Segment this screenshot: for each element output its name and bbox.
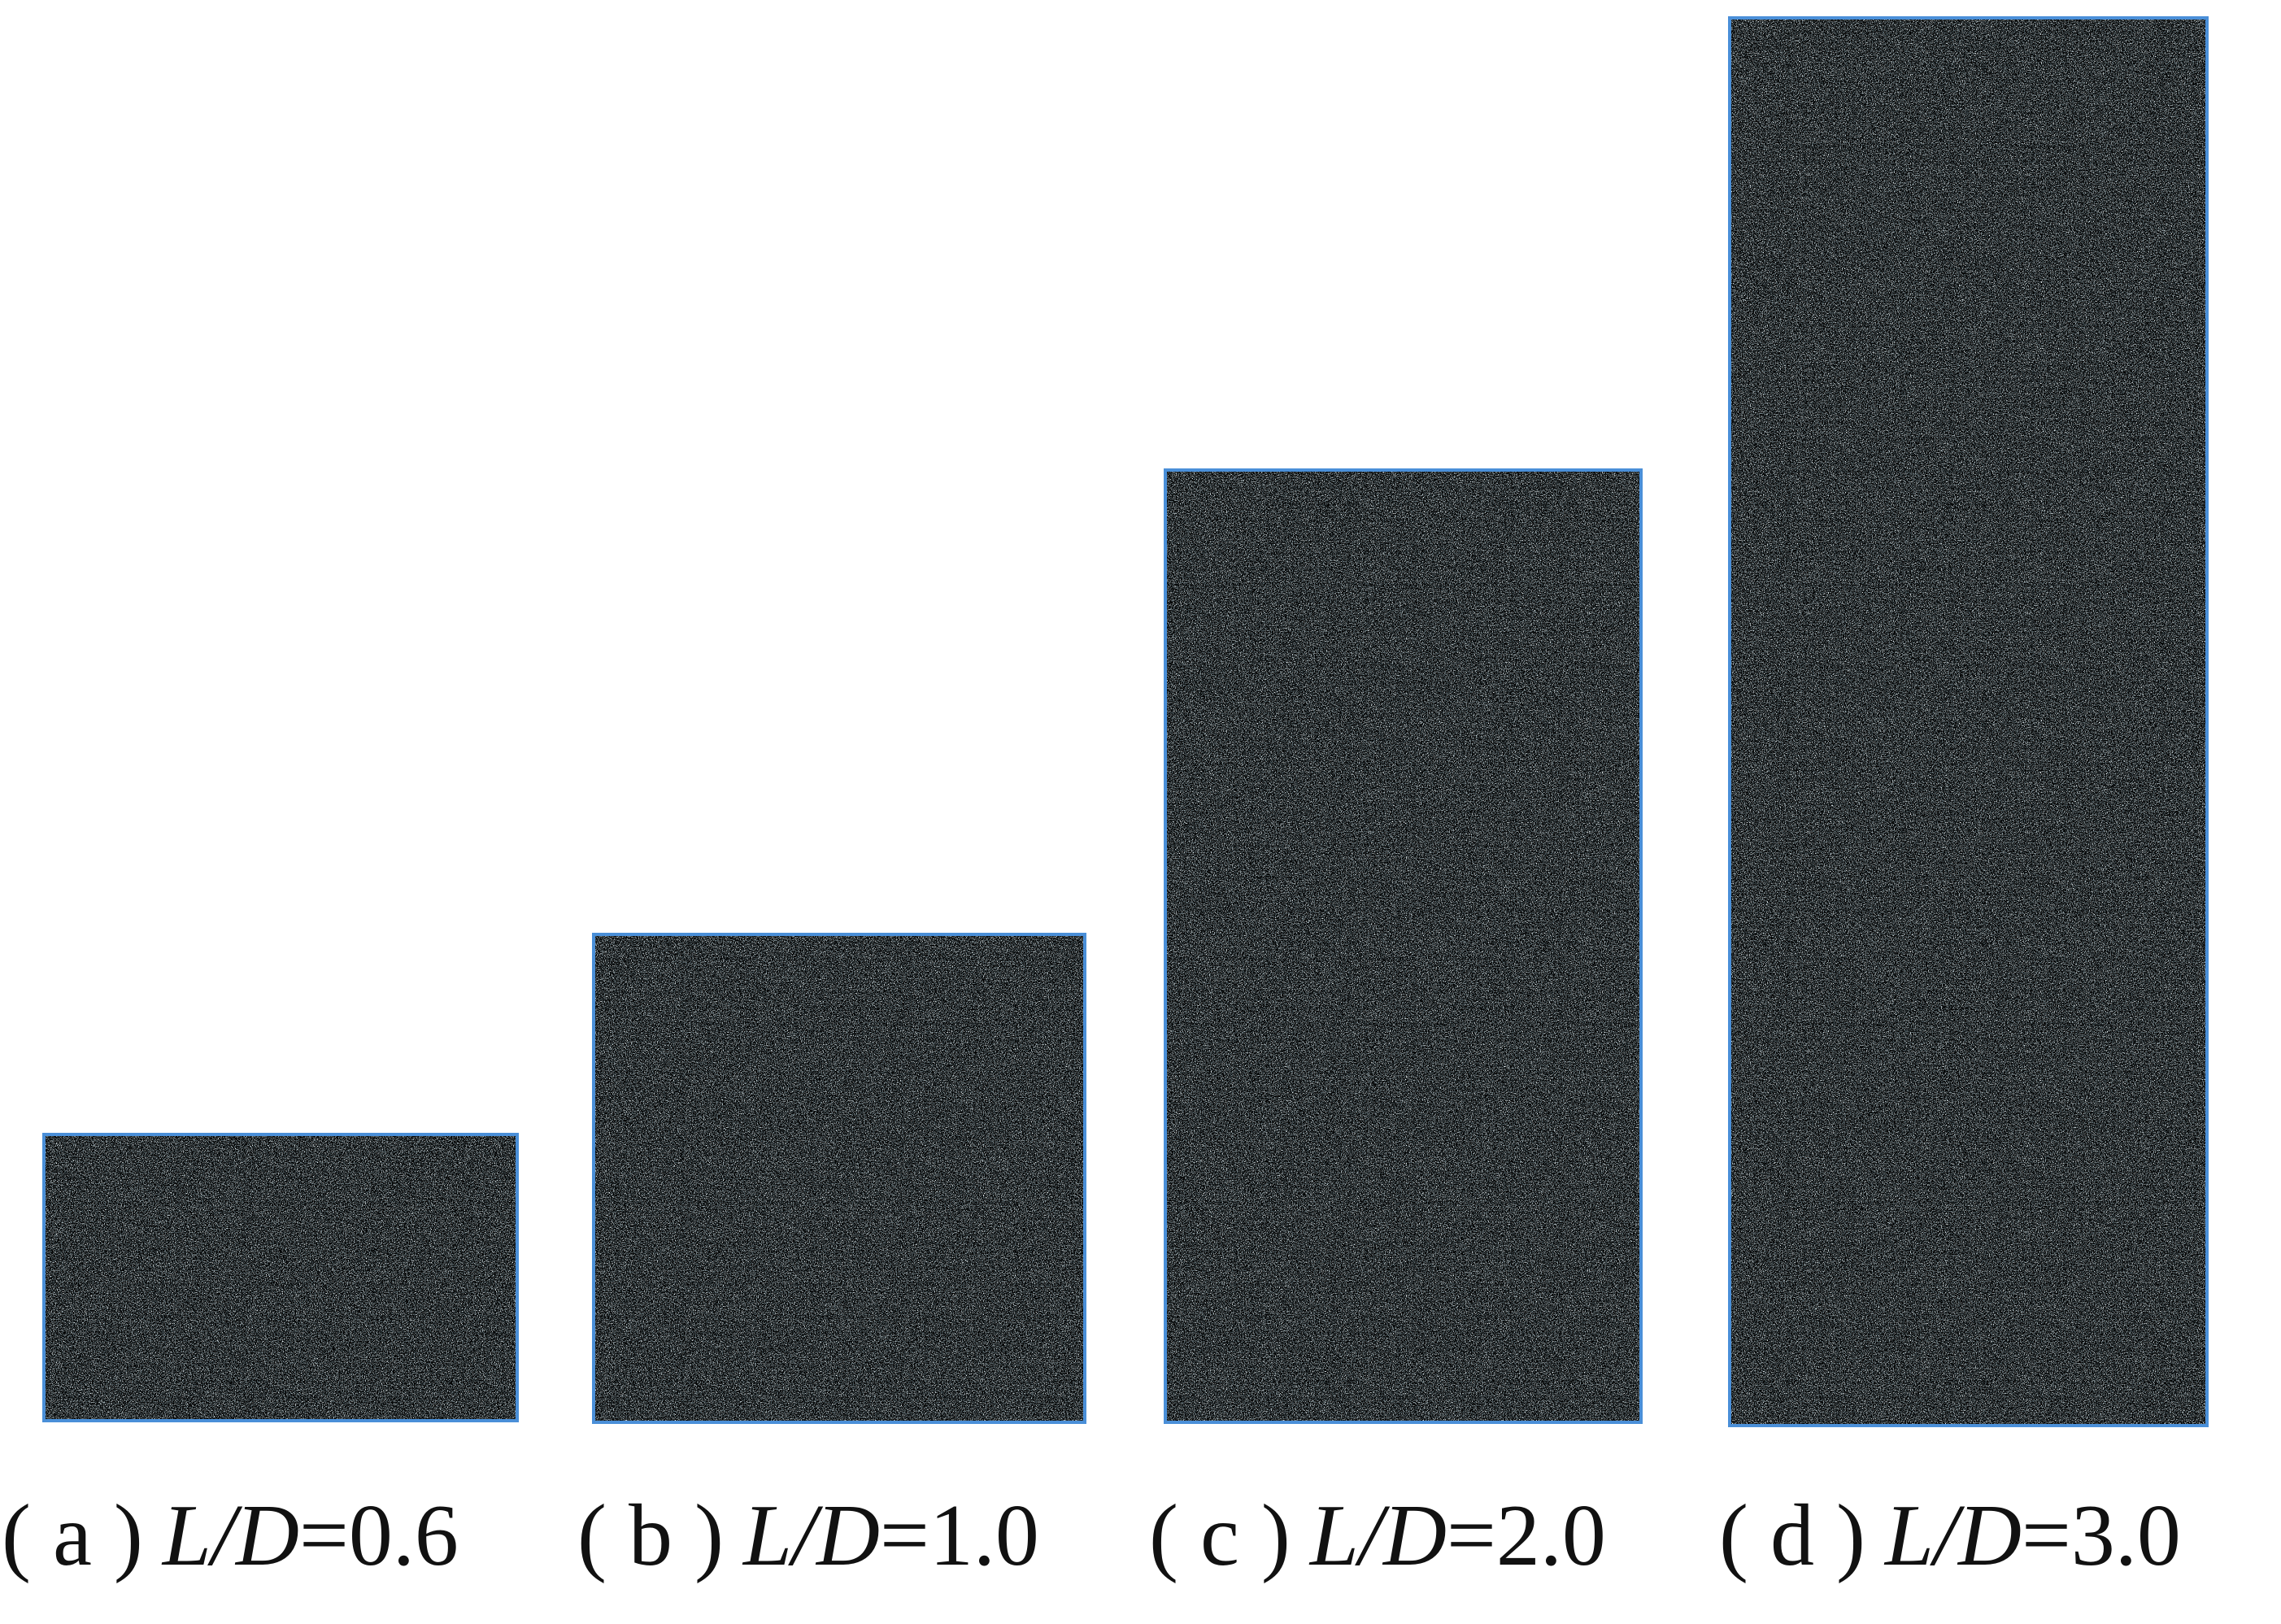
caption-ratio: L/D bbox=[1308, 1487, 1447, 1584]
specimen-particles bbox=[1730, 18, 2207, 1426]
caption-ratio: L/D bbox=[161, 1487, 299, 1584]
caption-value: =2.0 bbox=[1447, 1487, 1606, 1584]
caption-ratio: L/D bbox=[742, 1487, 880, 1584]
caption-tag: ( a ) bbox=[2, 1487, 143, 1584]
specimen-particles bbox=[594, 934, 1085, 1422]
specimen-particles bbox=[1165, 470, 1641, 1422]
specimens bbox=[42, 16, 2209, 1427]
specimen-border bbox=[1728, 16, 2209, 1427]
caption-value: =3.0 bbox=[2022, 1487, 2181, 1584]
captions: ( a ) L/D=0.6( b ) L/D=1.0( c ) L/D=2.0( d … bbox=[2, 1487, 2181, 1584]
caption-tag: ( c ) bbox=[1149, 1487, 1291, 1584]
caption-tag: ( d ) bbox=[1719, 1487, 1865, 1584]
caption-tag: ( b ) bbox=[577, 1487, 724, 1584]
caption-value: =0.6 bbox=[299, 1487, 459, 1584]
caption-ratio: L/D bbox=[1883, 1487, 2022, 1584]
caption: ( d ) L/D=3.0 bbox=[1719, 1487, 2181, 1584]
specimen-border bbox=[592, 933, 1086, 1424]
caption: ( c ) L/D=2.0 bbox=[1149, 1487, 1606, 1584]
specimen-border bbox=[1164, 468, 1643, 1424]
caption: ( a ) L/D=0.6 bbox=[2, 1487, 459, 1584]
caption-value: =1.0 bbox=[880, 1487, 1039, 1584]
specimen-border bbox=[42, 1133, 519, 1422]
specimen-particles bbox=[44, 1134, 517, 1421]
caption: ( b ) L/D=1.0 bbox=[577, 1487, 1039, 1584]
